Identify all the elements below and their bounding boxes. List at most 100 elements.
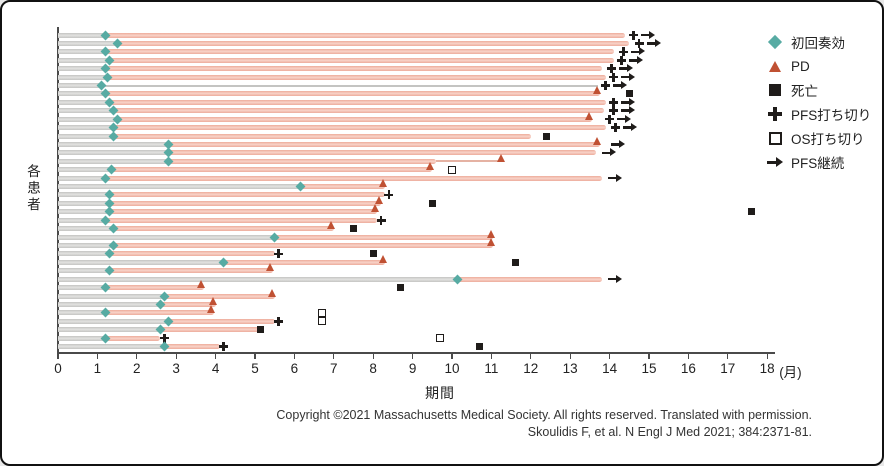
x-axis-tick-label: 18 (759, 361, 775, 376)
x-axis-tick-label: 10 (444, 361, 460, 376)
legend-label: 死亡 (791, 84, 818, 99)
bar-segment-post-response (167, 141, 600, 147)
pd-triangle-icon (585, 111, 594, 120)
pd-triangle-icon (593, 86, 602, 95)
bar-segment-pre-response (58, 49, 106, 55)
first-response-diamond-icon (102, 72, 113, 83)
bar-segment-pre-response (58, 268, 110, 274)
pd-triangle-icon (425, 162, 434, 171)
x-axis-tick-label: 17 (720, 361, 736, 376)
y-axis-label: 各患者 (25, 164, 40, 214)
death-square-icon (397, 284, 405, 292)
pfs-ongoing-arrow-icon (601, 148, 616, 157)
x-axis-tick (333, 354, 335, 359)
pfs-censor-plus-icon (609, 72, 619, 82)
pfs-ongoing-arrow-icon (607, 274, 622, 284)
bar-segment-post-response (108, 200, 382, 206)
pfs-censor-plus-icon (605, 114, 615, 124)
death-square-icon (625, 90, 633, 98)
x-axis-tick (648, 354, 650, 359)
x-axis-tick-label: 12 (523, 361, 539, 376)
os-censor-open-square-icon (448, 165, 456, 174)
bar-segment-pre-response (58, 285, 106, 291)
bar-segment-post-response (108, 251, 275, 257)
bar-segment-post-response (104, 32, 626, 38)
bar-segment-post-response (112, 108, 604, 114)
first-response-diamond-icon (163, 156, 174, 167)
pfs-ongoing-arrow-icon (617, 114, 632, 124)
x-axis-tick (530, 354, 532, 359)
death-square-icon (476, 343, 484, 351)
pd-triangle-icon (593, 136, 602, 145)
x-axis-tick (293, 354, 296, 359)
bar-segment-pre-response (58, 83, 102, 89)
copyright-line-2: Skoulidis F, et al. N Engl J Med 2021; 3… (527, 425, 812, 439)
bar-segment-post-response (112, 243, 494, 248)
bar-segment-pre-response (58, 259, 224, 265)
bar-segment-pre-response (58, 310, 106, 316)
pd-triangle-icon (197, 280, 206, 289)
x-axis-tick (96, 354, 99, 359)
pfs-ongoing-arrow-icon (629, 55, 644, 65)
x-axis-tick (214, 354, 217, 359)
bar-segment-pre-response (58, 335, 106, 341)
pfs-censor-plus-icon (618, 47, 628, 57)
pfs-ongoing-arrow-icon (619, 64, 634, 73)
bar-segment-pre-response (58, 184, 301, 190)
legend-label: 初回奏効 (791, 36, 845, 51)
bar-segment-pre-response (58, 327, 161, 333)
bar-segment-post-response (104, 335, 161, 341)
pfs-ongoing-arrow-icon (631, 47, 646, 56)
pfs-censor-plus-icon (274, 316, 284, 326)
bar-segment-post-response (108, 268, 273, 274)
pd-triangle-icon (268, 288, 277, 297)
bar-segment-post-response (167, 318, 275, 324)
first-response-diamond-icon (163, 316, 174, 327)
bar-segment-post-response (299, 184, 385, 190)
timeline-thin-line (436, 160, 504, 163)
bar-segment-post-response (106, 74, 606, 80)
first-response-diamond-icon (218, 257, 229, 268)
bar-segment-pre-response (58, 108, 114, 114)
x-axis-tick-label: 8 (369, 361, 377, 376)
death-square-icon (764, 84, 786, 96)
bar-segment-pre-response (58, 175, 106, 181)
bar-segment-post-response (108, 57, 614, 63)
x-axis-tick (136, 354, 138, 359)
bar-segment-pre-response (58, 125, 114, 131)
legend-label: PFS継続 (791, 156, 845, 171)
bar-segment-pre-response (58, 133, 114, 139)
bar-segment-post-response (104, 285, 204, 291)
os-censor-open-square-icon (436, 334, 445, 343)
x-axis-tick (451, 354, 453, 359)
pd-triangle-icon (370, 204, 379, 213)
bar-segment-post-response (104, 91, 600, 97)
bar-segment-post-response (159, 327, 259, 333)
bar-segment-pre-response (58, 32, 106, 38)
pd-triangle-icon (374, 195, 383, 204)
first-response-diamond-icon (764, 34, 786, 50)
bar-segment-pre-response (58, 150, 169, 156)
first-response-diamond-icon (269, 232, 280, 243)
bar-segment-pre-response (58, 40, 118, 46)
bar-segment-post-response (108, 99, 606, 105)
bar-segment-post-response (163, 344, 220, 350)
pfs-censor-plus-icon (384, 190, 394, 200)
pfs-ongoing-arrow-icon (623, 123, 638, 132)
death-square-icon (747, 208, 755, 216)
x-axis-tick-label: 1 (93, 361, 102, 376)
death-square-icon (257, 326, 265, 334)
bar-segment-pre-response (58, 200, 110, 206)
x-axis-label: 期間 (425, 385, 455, 401)
bar-segment-pre-response (58, 141, 169, 147)
x-axis-tick-label: 11 (484, 361, 499, 376)
legend-item-death: 死亡 (764, 78, 871, 102)
x-axis-tick-label: 4 (211, 361, 220, 376)
x-axis-tick-label: 9 (408, 361, 417, 376)
bar-segment-pre-response (58, 217, 106, 223)
bar-segment-post-response (167, 150, 596, 156)
bar-segment-post-response (456, 276, 602, 282)
pfs-censor-plus-icon (611, 123, 620, 133)
bar-segment-pre-response (58, 116, 118, 122)
